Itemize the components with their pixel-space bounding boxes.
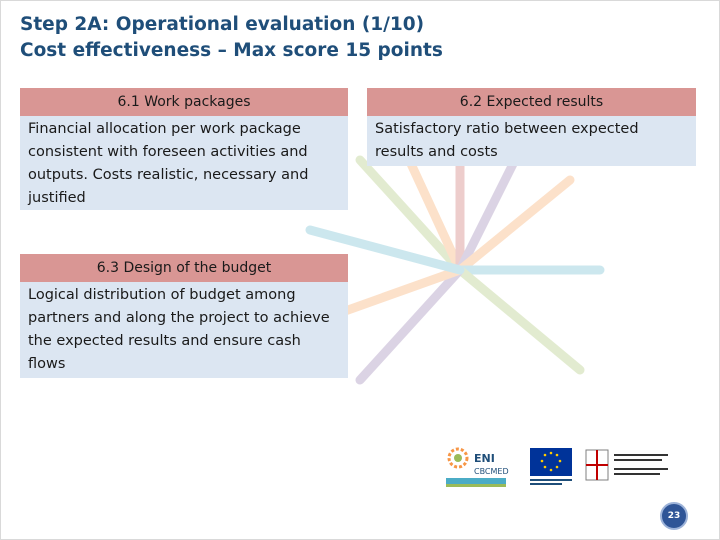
card-work-packages: 6.1 Work packages Financial allocation p… [20, 88, 348, 210]
sardegna-region-logo [585, 449, 668, 481]
title-line-2: Cost effectiveness – Max score 15 points [20, 40, 443, 61]
page-number-badge: 23 [660, 502, 688, 530]
card-body-text: Financial allocation per work package co… [20, 116, 348, 210]
card-body-text: Satisfactory ratio between expected resu… [367, 116, 696, 166]
card-budget-design: 6.3 Design of the budget Logical distrib… [20, 254, 348, 378]
card-heading: 6.1 Work packages [20, 88, 348, 116]
eni-cbcmed-logo: ENI CBCMED [446, 447, 509, 487]
card-heading: 6.3 Design of the budget [20, 254, 348, 282]
partner-logos: ENI CBCMED [446, 447, 668, 487]
card-expected-results: 6.2 Expected results Satisfactory ratio … [367, 88, 696, 166]
slide-title: Step 2A: Operational evaluation (1/10) C… [20, 12, 443, 64]
card-body-text: Logical distribution of budget among par… [20, 282, 348, 378]
eni-wordmark: ENI [474, 452, 495, 465]
card-heading: 6.2 Expected results [367, 88, 696, 116]
title-line-1: Step 2A: Operational evaluation (1/10) [20, 14, 425, 35]
cbcmed-wordmark: CBCMED [474, 467, 509, 476]
eu-flag-logo [530, 448, 572, 485]
